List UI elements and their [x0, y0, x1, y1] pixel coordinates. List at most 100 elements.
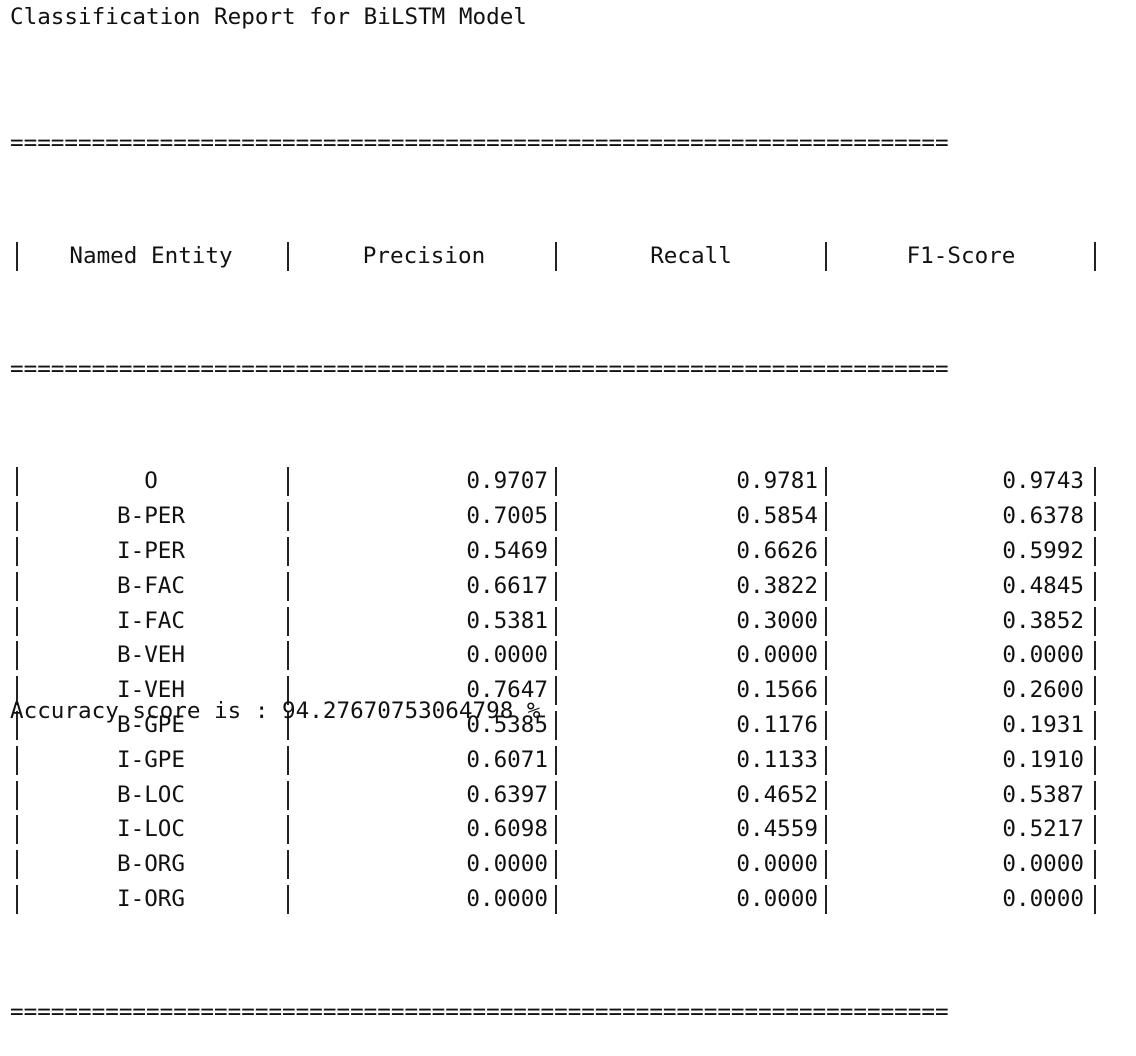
column-divider: [555, 641, 557, 671]
table-row: I-FAC 0.5381 0.3000 0.3852: [10, 604, 1104, 639]
column-divider: [287, 745, 289, 775]
column-divider: [825, 641, 827, 671]
column-divider: [287, 780, 289, 810]
cell-recall: 0.5854: [736, 503, 818, 530]
cell-entity: B-ORG: [116, 851, 185, 878]
column-divider: [555, 571, 557, 601]
accuracy-score: Accuracy score is : 94.27670753064798 %: [10, 698, 541, 724]
column-divider: [16, 571, 18, 601]
cell-precision: 0.0000: [466, 885, 548, 912]
cell-precision: 0.0000: [466, 851, 548, 878]
column-divider: [1094, 850, 1096, 880]
cell-recall: 0.1133: [736, 746, 818, 773]
column-divider: [16, 467, 18, 497]
column-divider: [555, 502, 557, 532]
column-divider: [287, 641, 289, 671]
column-divider: [1094, 571, 1096, 601]
column-divider: [287, 606, 289, 636]
cell-recall: 0.4652: [736, 781, 818, 808]
cell-f1-score: 0.1931: [1002, 711, 1084, 738]
cell-f1-score: 0.5387: [1002, 781, 1084, 808]
cell-recall: 0.1176: [736, 711, 818, 738]
cell-entity: I-ORG: [116, 885, 185, 912]
cell-precision: 0.0000: [466, 642, 548, 669]
table-row: I-PER 0.5469 0.6626 0.5992: [10, 534, 1104, 569]
column-divider: [287, 676, 289, 706]
column-divider: [16, 710, 18, 740]
cell-f1-score: 0.0000: [1002, 642, 1084, 669]
cell-recall: 0.0000: [736, 851, 818, 878]
cell-recall: 0.3000: [736, 607, 818, 634]
classification-report-table: ========================================…: [10, 74, 1104, 1056]
column-divider: [16, 641, 18, 671]
column-divider: [1094, 606, 1096, 636]
cell-precision: 0.6098: [466, 816, 548, 843]
column-divider: [1094, 780, 1096, 810]
column-divider: [1094, 815, 1096, 845]
column-divider: [1094, 467, 1096, 497]
cell-f1-score: 0.9743: [1002, 468, 1084, 495]
column-divider: [16, 606, 18, 636]
column-divider: [825, 536, 827, 566]
header-named-entity: Named Entity: [69, 242, 233, 269]
cell-entity: I-GPE: [116, 746, 185, 773]
column-divider: [825, 676, 827, 706]
column-divider: [16, 536, 18, 566]
column-divider: [287, 710, 289, 740]
header-recall: Recall: [650, 242, 732, 269]
table-row: O 0.9707 0.9781 0.9743: [10, 464, 1104, 499]
cell-entity: I-PER: [116, 537, 185, 564]
cell-recall: 0.0000: [736, 885, 818, 912]
cell-f1-score: 0.1910: [1002, 746, 1084, 773]
cell-f1-score: 0.2600: [1002, 677, 1084, 704]
column-divider: [825, 606, 827, 636]
table-row: B-PER 0.7005 0.5854 0.6378: [10, 499, 1104, 534]
cell-precision: 0.5469: [466, 537, 548, 564]
column-divider: [16, 502, 18, 532]
table-row: I-VEH 0.7647 0.1566 0.2600: [10, 673, 1104, 708]
column-divider: [287, 467, 289, 497]
cell-f1-score: 0.5992: [1002, 537, 1084, 564]
table-header-row: Named Entity Precision Recall F1-Score: [10, 239, 1104, 274]
table-row: I-LOC 0.6098 0.4559 0.5217: [10, 812, 1104, 847]
column-divider: [825, 467, 827, 497]
cell-recall: 0.9781: [736, 468, 818, 495]
table-row: B-FAC 0.6617 0.3822 0.4845: [10, 569, 1104, 604]
cell-precision: 0.6617: [466, 572, 548, 599]
column-divider: [555, 676, 557, 706]
column-divider: [555, 536, 557, 566]
column-divider: [555, 606, 557, 636]
cell-recall: 0.3822: [736, 572, 818, 599]
header-f1-score: F1-Score: [906, 242, 1016, 269]
column-divider: [825, 502, 827, 532]
cell-entity: I-VEH: [116, 677, 185, 704]
column-divider: [825, 241, 827, 271]
cell-recall: 0.6626: [736, 537, 818, 564]
column-divider: [825, 710, 827, 740]
report-title: Classification Report for BiLSTM Model: [10, 4, 527, 30]
column-divider: [1094, 536, 1096, 566]
column-divider: [1094, 676, 1096, 706]
cell-recall: 0.4559: [736, 816, 818, 843]
cell-entity: O: [144, 468, 158, 495]
table-bottom-separator: ========================================…: [10, 998, 949, 1025]
cell-entity: B-VEH: [116, 642, 185, 669]
cell-entity: B-GPE: [116, 711, 185, 738]
column-divider: [1094, 641, 1096, 671]
column-divider: [287, 502, 289, 532]
column-divider: [287, 571, 289, 601]
cell-precision: 0.7647: [466, 677, 548, 704]
cell-f1-score: 0.3852: [1002, 607, 1084, 634]
column-divider: [16, 241, 18, 271]
table-row: I-ORG 0.0000 0.0000 0.0000: [10, 882, 1104, 917]
cell-f1-score: 0.0000: [1002, 851, 1084, 878]
cell-entity: I-LOC: [116, 816, 185, 843]
column-divider: [287, 815, 289, 845]
cell-precision: 0.6397: [466, 781, 548, 808]
column-divider: [287, 536, 289, 566]
cell-precision: 0.7005: [466, 503, 548, 530]
table-row: B-GPE 0.5385 0.1176 0.1931: [10, 708, 1104, 743]
column-divider: [1094, 502, 1096, 532]
column-divider: [1094, 745, 1096, 775]
column-divider: [287, 850, 289, 880]
